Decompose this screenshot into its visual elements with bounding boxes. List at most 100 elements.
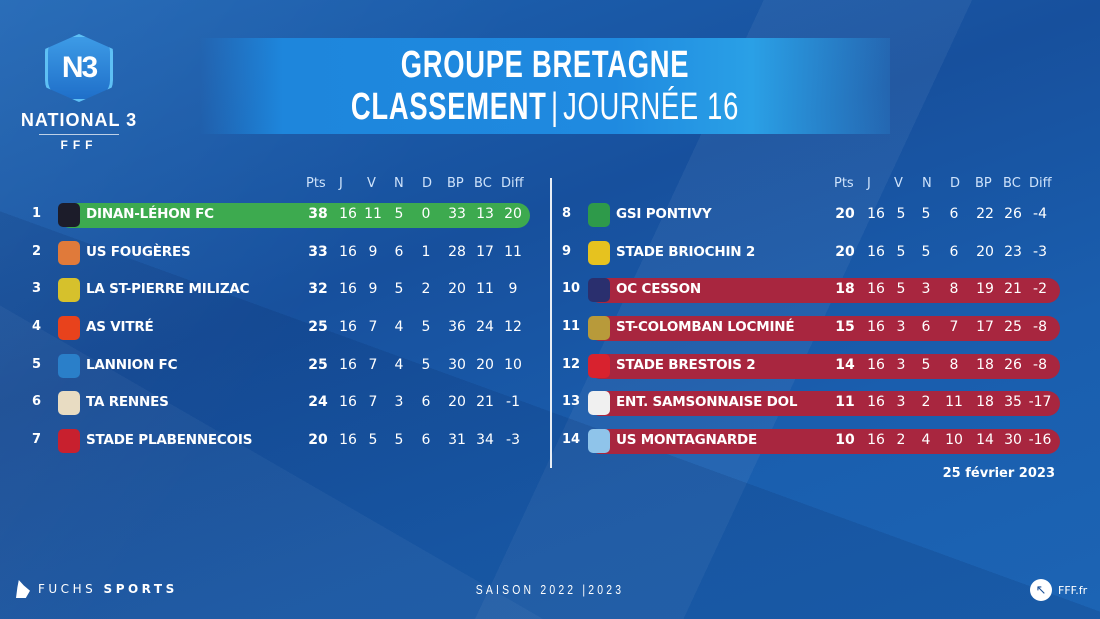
- table-row: 4 AS VITRÉ 25 16 7 4 5 36 24 12: [28, 309, 538, 347]
- sponsor-name-bold: SPORTS: [103, 582, 178, 596]
- matchday-label: JOURNÉE 16: [563, 86, 740, 128]
- team-rank: 11: [562, 319, 581, 335]
- standings-table-right: Pts J V N D BP BC Diff 8 GSI PONTIVY 20 16 5…: [558, 172, 1068, 460]
- stat-diff: -3: [1033, 243, 1047, 260]
- col-bp: BP: [975, 176, 992, 191]
- stat-n: 4: [921, 432, 931, 449]
- stat-n: 5: [394, 206, 404, 222]
- standings-date: 25 février 2023: [942, 466, 1055, 481]
- stat-bc: 24: [476, 319, 494, 336]
- table-header: Pts J V N D BP BC Diff: [28, 172, 538, 196]
- team-name: GSI PONTIVY: [616, 206, 712, 222]
- relegation-highlight: [588, 316, 1060, 342]
- stat-d: 10: [945, 432, 963, 449]
- stat-n: 4: [394, 356, 404, 373]
- stat-diff: -4: [1033, 206, 1047, 222]
- leader-highlight: [58, 203, 530, 228]
- team-rank: 4: [32, 319, 42, 335]
- stat-n: 5: [394, 432, 404, 449]
- season-label: SAISON 2022 |2023: [475, 582, 625, 597]
- table-row: 11 ST-COLOMBAN LOCMINÉ 15 16 3 6 7 17 25 -8: [558, 309, 1068, 347]
- stat-j: 16: [867, 206, 885, 222]
- stat-bc: 26: [1004, 356, 1022, 373]
- col-bc: BC: [474, 176, 492, 191]
- stat-n: 5: [921, 206, 931, 222]
- stat-bp: 36: [448, 319, 466, 336]
- stat-bc: 21: [476, 394, 494, 411]
- stat-bc: 23: [1004, 243, 1022, 260]
- stat-bp: 20: [976, 243, 994, 260]
- stat-d: 5: [421, 356, 431, 373]
- team-rank: 8: [562, 206, 572, 221]
- sponsor-name: FUCHS SPORTS: [38, 582, 178, 596]
- stat-d: 8: [949, 356, 959, 373]
- stat-bc: 20: [476, 356, 494, 373]
- team-name: LA ST-PIERRE MILIZAC: [86, 281, 250, 298]
- title-separator: |: [550, 86, 559, 128]
- logo-org: FFF: [60, 138, 98, 152]
- table-row: 8 GSI PONTIVY 20 16 5 5 6 22 26 -4: [558, 196, 1068, 234]
- stat-pts: 25: [308, 319, 328, 336]
- team-name: STADE PLABENNECOIS: [86, 432, 253, 449]
- team-name: US FOUGÈRES: [86, 243, 191, 260]
- stat-pts: 25: [308, 356, 328, 373]
- stat-bp: 19: [976, 281, 994, 298]
- stat-bp: 33: [448, 206, 466, 222]
- col-diff: Diff: [501, 176, 524, 191]
- stat-d: 8: [949, 281, 959, 298]
- stat-d: 1: [421, 243, 431, 260]
- stat-bp: 18: [976, 356, 994, 373]
- stat-pts: 20: [308, 432, 328, 449]
- relegation-highlight: [588, 429, 1060, 455]
- stat-v: 11: [364, 206, 382, 222]
- stat-bp: 20: [448, 394, 466, 411]
- col-j: J: [339, 176, 343, 191]
- stat-bp: 30: [448, 356, 466, 373]
- stat-v: 5: [896, 243, 906, 260]
- team-crest-icon: [588, 278, 610, 303]
- stat-bp: 31: [448, 432, 466, 449]
- team-crest-icon: [588, 353, 610, 378]
- team-name: OC CESSON: [616, 281, 702, 298]
- team-crest-icon: [58, 429, 80, 454]
- cursor-icon: ↖: [1030, 579, 1052, 601]
- fff-website-link[interactable]: ↖ FFF.fr: [1030, 579, 1087, 601]
- team-rank: 10: [562, 281, 581, 297]
- table-row: 5 LANNION FC 25 16 7 4 5 30 20 10: [28, 347, 538, 385]
- team-name: US MONTAGNARDE: [616, 432, 758, 449]
- stat-v: 3: [896, 394, 906, 411]
- team-rank: 5: [32, 356, 42, 372]
- team-crest-icon: [58, 203, 80, 227]
- stat-bp: 18: [976, 394, 994, 411]
- stat-n: 5: [921, 243, 931, 260]
- stat-bc: 25: [1004, 319, 1022, 336]
- stat-diff: 11: [504, 243, 522, 260]
- table-row: 12 STADE BRESTOIS 2 14 16 3 5 8 18 26 -8: [558, 347, 1068, 385]
- col-v: V: [894, 176, 903, 191]
- table-row: 9 STADE BRIOCHIN 2 20 16 5 5 6 20 23 -3: [558, 234, 1068, 272]
- stat-v: 9: [368, 243, 378, 260]
- table-row: 7 STADE PLABENNECOIS 20 16 5 5 6 31 34 -3: [28, 422, 538, 460]
- team-crest-icon: [588, 391, 610, 416]
- stat-j: 16: [867, 281, 885, 298]
- table-row: 1 DINAN-LÉHON FC 38 16 11 5 0 33 13 20: [28, 196, 538, 234]
- stat-d: 6: [949, 243, 959, 260]
- team-name: TA RENNES: [86, 394, 169, 411]
- stat-d: 6: [949, 206, 959, 222]
- stat-pts: 32: [308, 281, 328, 298]
- stat-n: 3: [394, 394, 404, 411]
- stat-j: 16: [339, 356, 357, 373]
- stat-pts: 33: [308, 243, 328, 260]
- team-crest-icon: [588, 240, 610, 265]
- stat-v: 5: [896, 206, 906, 222]
- stat-d: 5: [421, 319, 431, 336]
- stat-pts: 38: [308, 206, 328, 222]
- stat-d: 7: [949, 319, 959, 336]
- stat-bc: 21: [1004, 281, 1022, 298]
- stat-diff: 9: [508, 281, 518, 298]
- stat-diff: -17: [1028, 394, 1052, 411]
- team-crest-icon: [58, 240, 80, 265]
- stat-pts: 18: [835, 281, 855, 298]
- col-diff: Diff: [1029, 176, 1052, 191]
- team-rank: 7: [32, 432, 42, 448]
